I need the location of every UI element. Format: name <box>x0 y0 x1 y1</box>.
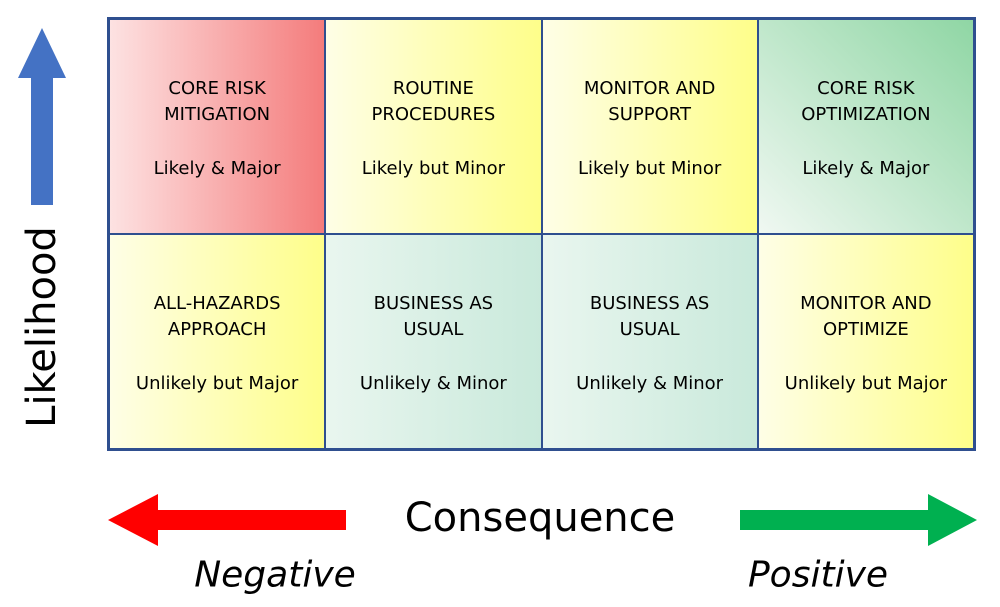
cell-title: USUAL <box>619 319 680 340</box>
matrix-cell: ALL-HAZARDS APPROACH Unlikely but Major <box>109 234 326 449</box>
positive-label: Positive <box>747 554 889 596</box>
cell-subtitle: Unlikely but Major <box>135 373 299 394</box>
cell-title: CORE RISK <box>168 78 266 99</box>
cell-subtitle: Unlikely & Minor <box>359 373 507 394</box>
cell-title: OPTIMIZATION <box>801 104 931 125</box>
matrix-cell: ROUTINE PROCEDURES Likely but Minor <box>325 19 542 234</box>
cell-subtitle: Likely but Minor <box>361 158 505 179</box>
matrix-cell: CORE RISK MITIGATION Likely & Major <box>109 19 326 234</box>
cell-subtitle: Unlikely & Minor <box>576 373 724 394</box>
cell-title: SUPPORT <box>608 104 691 125</box>
matrix-cell: MONITOR AND SUPPORT Likely but Minor <box>541 19 758 234</box>
cell-subtitle: Unlikely but Major <box>784 373 948 394</box>
cell-title: OPTIMIZE <box>822 319 909 340</box>
cell-title: APPROACH <box>167 319 267 340</box>
cell-subtitle: Likely & Major <box>802 158 930 179</box>
matrix-cell: BUSINESS AS USUAL Unlikely & Minor <box>541 234 758 449</box>
negative-label: Negative <box>194 554 356 596</box>
cell-title: ROUTINE <box>392 78 474 99</box>
matrix-cell: BUSINESS AS USUAL Unlikely & Minor <box>325 234 542 449</box>
up-arrow <box>18 28 66 205</box>
cell-title: CORE RISK <box>817 78 915 99</box>
cell-title: MONITOR AND <box>800 293 932 314</box>
cell-title: BUSINESS AS <box>589 293 710 314</box>
cell-title: USUAL <box>403 319 464 340</box>
cell-subtitle: Likely & Major <box>153 158 281 179</box>
right-arrow <box>740 494 977 546</box>
y-axis-label: Likelihood <box>19 226 65 428</box>
x-axis-label: Consequence <box>404 495 676 541</box>
matrix-cell: MONITOR AND OPTIMIZE Unlikely but Major <box>757 234 974 449</box>
cell-title: BUSINESS AS <box>373 293 494 314</box>
cell-subtitle: Likely but Minor <box>578 158 722 179</box>
risk-matrix: CORE RISK MITIGATION Likely & Major ROUTINE… <box>107 17 976 451</box>
cell-title: MITIGATION <box>164 104 271 125</box>
cell-title: PROCEDURES <box>371 104 496 125</box>
cell-title: MONITOR AND <box>583 78 716 99</box>
cell-title: ALL-HAZARDS <box>153 293 281 314</box>
matrix-cell: CORE RISK OPTIMIZATION Likely & Major <box>757 19 974 234</box>
left-arrow <box>108 494 346 546</box>
